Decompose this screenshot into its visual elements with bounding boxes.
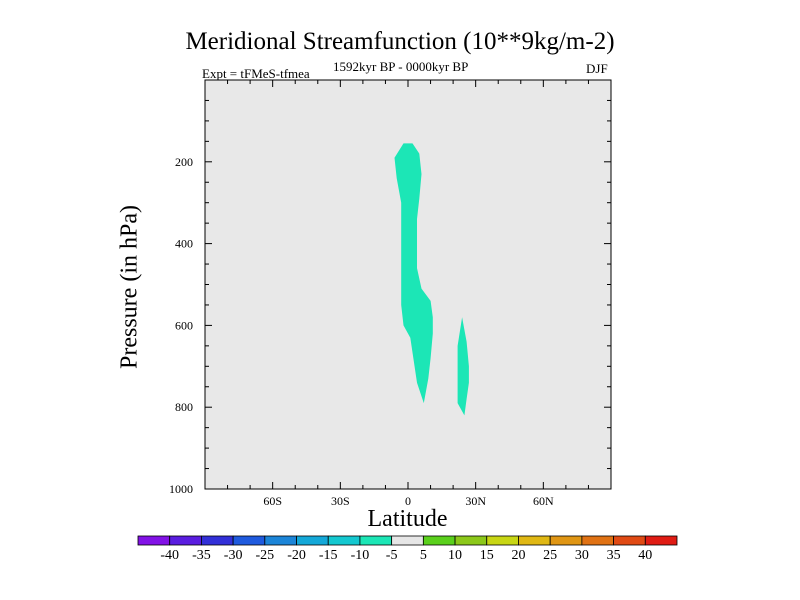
colorbar-label: 15 [480,548,494,563]
colorbar-label: 30 [575,548,589,563]
colorbar-swatch [422,535,456,546]
colorbar-swatch [644,535,678,546]
colorbar-label: -15 [319,548,338,563]
colorbar-label: -35 [192,548,211,563]
colorbar-label: 25 [543,548,557,563]
equatorial-region [394,143,433,404]
colorbar-label: -25 [255,548,274,563]
colorbar-label: -5 [386,548,398,563]
y-tick-label: 200 [175,155,193,169]
x-axis-label: Latitude [367,506,448,532]
colorbar-label: 10 [448,548,462,563]
colorbar-swatch [327,535,361,546]
colorbar-swatch [486,535,519,546]
colorbar-label: 5 [420,548,427,563]
experiment-label: Expt = tFMeS-tfmea [202,66,310,81]
colorbar-swatch [581,535,614,546]
colorbar-swatch [391,535,424,546]
colorbar-label: -40 [160,548,179,563]
y-tick-label: 600 [175,318,193,332]
x-tick-label: 30S [331,494,350,508]
colorbar-label: 35 [607,548,621,563]
colorbar-swatch [518,535,551,546]
colorbar-swatch [232,535,266,546]
y-tick-label: 400 [175,237,193,251]
colorbar-label: 20 [511,548,525,563]
colorbar-swatch [359,535,393,546]
colorbar-label: -10 [351,548,370,563]
x-tick-label: 0 [405,494,411,508]
x-tick-label: 60S [263,494,282,508]
colorbar-swatch [169,535,202,546]
x-tick-label: 60N [533,494,554,508]
colorbar-label: -30 [224,548,243,563]
colorbar-swatch [454,535,488,546]
colorbar-swatch [296,535,329,546]
colorbar-label: 40 [638,548,652,563]
colorbar-label: -20 [287,548,306,563]
colorbar-swatch [137,535,171,546]
colorbar-swatch [264,535,297,546]
season-label: DJF [586,61,608,76]
x-tick-label: 30N [465,494,486,508]
y-tick-label: 1000 [169,482,193,496]
chart-title: Meridional Streamfunction (10**9kg/m-2) [185,28,615,55]
time-range-label: 1592kyr BP - 0000kyr BP [333,59,469,74]
colorbar-swatch [613,535,646,546]
colorbar-swatch [549,535,583,546]
subtropical-region [457,317,469,416]
y-tick-label: 800 [175,400,193,414]
colorbar-swatch [201,535,234,546]
